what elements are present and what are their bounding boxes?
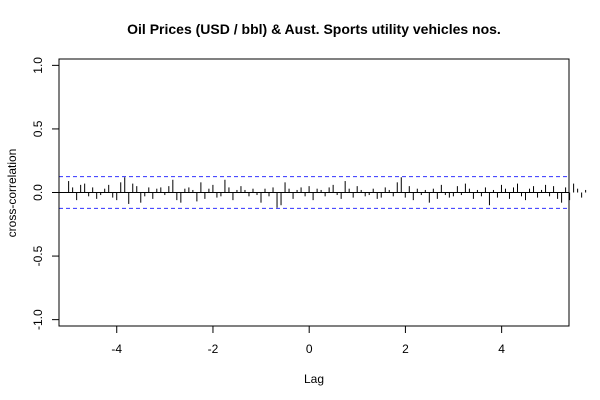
x-axis-label: Lag <box>304 372 324 386</box>
x-tick-label: -2 <box>208 342 219 356</box>
y-tick-label: 0.0 <box>31 184 45 201</box>
x-tick-label: 4 <box>498 342 505 356</box>
y-tick-label: 0.5 <box>31 120 45 137</box>
y-tick-label: -1.0 <box>31 309 45 330</box>
confidence-band-group <box>59 176 569 209</box>
correlation-bars-group <box>68 177 587 208</box>
x-tick-label: -4 <box>111 342 122 356</box>
y-axis: -1.0 -0.5 0.0 0.5 1.0 <box>31 57 60 330</box>
x-axis: -4 -2 0 2 4 <box>111 325 505 356</box>
y-axis-label: cross-correlation <box>5 149 19 238</box>
y-tick-label: 1.0 <box>31 57 45 74</box>
x-tick-label: 2 <box>402 342 409 356</box>
x-tick-label: 0 <box>306 342 313 356</box>
y-tick-label: -0.5 <box>31 245 45 266</box>
chart-title: Oil Prices (USD / bbl) & Aust. Sports ut… <box>127 21 501 37</box>
